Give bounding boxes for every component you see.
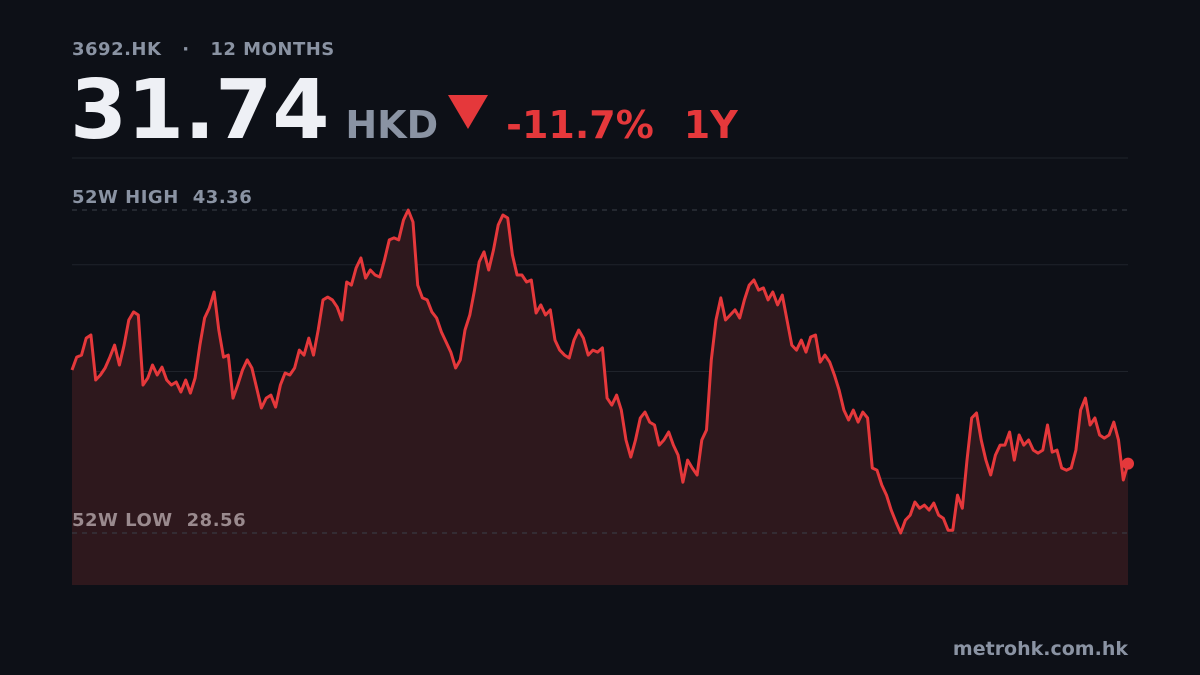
high-value: 43.36 (193, 187, 252, 208)
separator: · (182, 39, 190, 60)
price: 31.74 (70, 63, 330, 158)
source: metrohk.com.hk (953, 638, 1128, 660)
down-arrow (448, 95, 489, 129)
price-line (70, 208, 1130, 535)
price-row: 31.74 HKD -11.7% 1Y (70, 70, 738, 152)
change: -11.7% (506, 103, 654, 147)
period: 1Y (683, 103, 738, 147)
ticker: 3692.HK (72, 39, 162, 60)
high-label: 52W HIGH 43.36 (72, 187, 252, 208)
last-point (1122, 457, 1134, 470)
area (72, 210, 1128, 585)
currency: HKD (345, 103, 439, 147)
low-label-text: 52W LOW (72, 510, 173, 531)
subtitle: 3692.HK · 12 MONTHS (72, 39, 349, 60)
period-label: 12 MONTHS (210, 39, 335, 60)
low-label: 52W LOW 28.56 (72, 510, 246, 531)
low-value: 28.56 (187, 510, 246, 531)
high-label-text: 52W HIGH (72, 187, 179, 208)
